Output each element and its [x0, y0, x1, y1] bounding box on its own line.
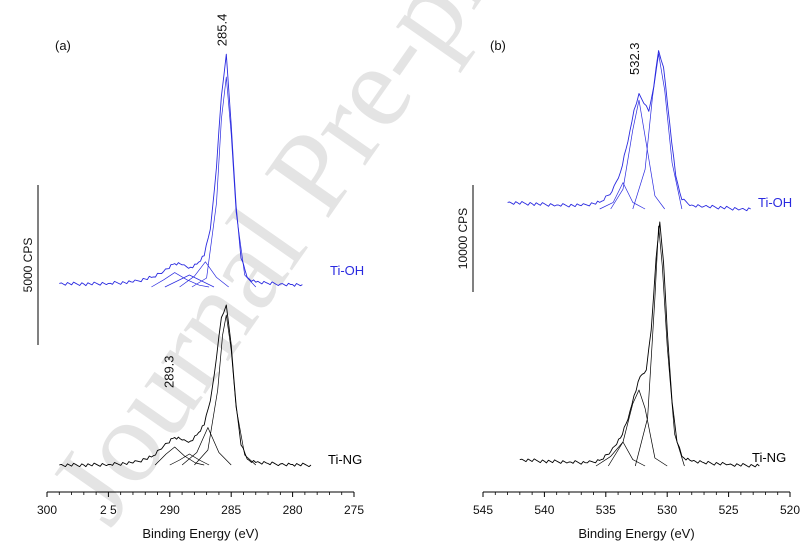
x-tick-label: 285 [221, 503, 241, 517]
peak-annotation: 285.4 [214, 14, 229, 47]
fit-component-curve [179, 261, 229, 288]
scale-bar-label: 10000 CPS [456, 208, 470, 269]
fit-component-curve [181, 427, 232, 466]
series-label: Ti-OH [330, 263, 364, 278]
spectrum-line [59, 304, 312, 468]
panel-label: (a) [55, 38, 71, 53]
x-tick-label: 280 [283, 503, 303, 517]
peak-annotation: 289.3 [161, 355, 176, 388]
x-tick-label: 525 [719, 503, 739, 517]
x-axis-title: Binding Energy (eV) [578, 526, 694, 541]
spectrum-line [59, 53, 303, 287]
fit-component-curve [632, 53, 683, 210]
fit-component-curve [164, 274, 215, 288]
fit-component-curve [154, 446, 205, 466]
x-tick-label: 300 [37, 503, 57, 517]
x-axis-title: Binding Energy (eV) [142, 526, 258, 541]
x-tick-label: 520 [780, 503, 800, 517]
x-tick-label: 545 [473, 503, 493, 517]
fit-component-curve [608, 389, 668, 467]
fit-component-curve [194, 314, 257, 466]
fit-component-curve [634, 225, 685, 467]
panel-label: (b) [490, 38, 506, 53]
x-tick-label: 540 [534, 503, 554, 517]
spectrum-line [519, 221, 760, 468]
fit-component-curve [151, 272, 210, 288]
fit-component-curve [610, 99, 665, 210]
panel-a: (a) 300 2 5 290 285 280 275 Binding Energy (eV)… [21, 14, 364, 541]
fit-component-curve [191, 76, 257, 288]
x-tick-label: 290 [160, 503, 180, 517]
series-label: Ti-NG [752, 450, 786, 465]
fit-component-curve [169, 453, 210, 466]
fit-component-curve [599, 182, 646, 210]
spectrum-line [507, 50, 751, 212]
series-label: Ti-NG [328, 452, 362, 467]
peak-annotation: 532.3 [627, 42, 642, 75]
x-tick-label: 530 [657, 503, 677, 517]
panel-b: (b) 545 540 535 530 525 520 Binding Energy (eV)… [456, 38, 800, 541]
series-label: Ti-OH [758, 195, 792, 210]
x-tick-label: 535 [596, 503, 616, 517]
watermark-text: Journal Pre-proof [24, 0, 607, 545]
x-tick-label: 275 [344, 503, 364, 517]
scale-bar-label: 5000 CPS [21, 238, 35, 293]
x-tick-label: 2 5 [100, 503, 117, 517]
